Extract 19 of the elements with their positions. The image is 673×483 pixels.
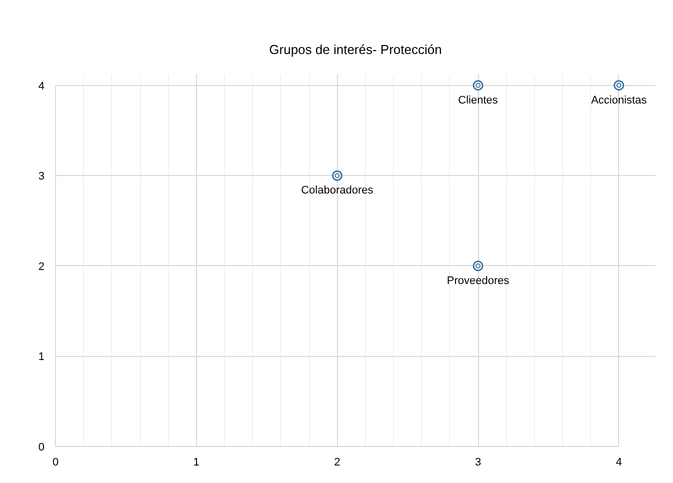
x-tick-label: 2 — [334, 456, 340, 468]
y-tick-label: 2 — [38, 260, 45, 273]
annotation: Accionistas — [591, 94, 648, 106]
x-tick-label: 3 — [474, 456, 482, 468]
y-tick-label: 4 — [38, 80, 45, 92]
y-tick-label: 0 — [38, 442, 45, 454]
x-tick-label: 1 — [193, 456, 200, 468]
annotation: Colaboradores — [301, 184, 374, 197]
point — [332, 170, 342, 181]
y-tick-label: 3 — [38, 170, 45, 183]
point — [472, 260, 484, 272]
y-tick-label: 1 — [38, 351, 45, 364]
annotation: Clientes — [458, 94, 498, 106]
point — [614, 80, 624, 91]
x-tick-label: 0 — [52, 456, 59, 468]
point — [472, 80, 484, 91]
chart-title: Grupos de interés- Protección — [269, 42, 442, 57]
x-tick-label: 4 — [616, 456, 622, 468]
annotation: Proveedores — [446, 274, 510, 287]
